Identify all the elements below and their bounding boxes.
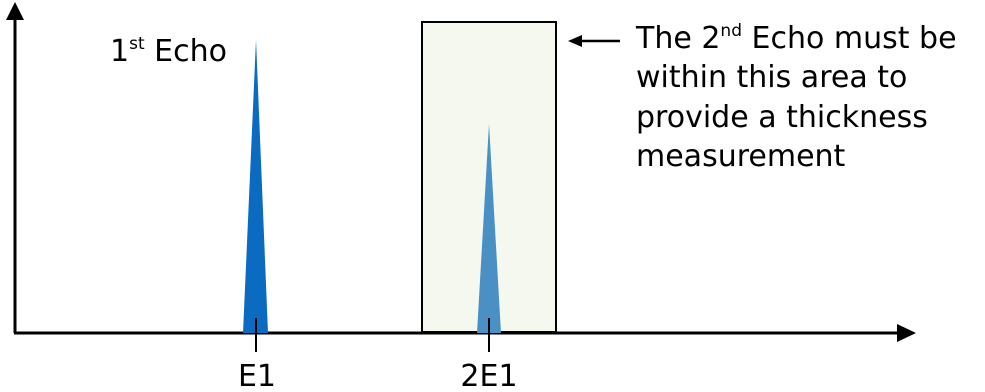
x-axis-arrowhead	[897, 324, 916, 342]
y-axis-arrowhead	[6, 2, 24, 20]
annotation-arrowhead	[568, 35, 582, 47]
first-echo-label: 1st Echo	[110, 34, 227, 69]
annotation-line-4: measurement	[636, 139, 846, 174]
annotation-line-1: The 2nd Echo must be	[635, 21, 957, 56]
first-echo-peak	[243, 40, 268, 333]
annotation-line-3: provide a thickness	[636, 100, 928, 135]
e1-axis-label: E1	[238, 359, 276, 392]
annotation-line-2: within this area to	[636, 60, 907, 95]
second-echo-peak	[477, 124, 501, 333]
2e1-axis-label: 2E1	[460, 359, 517, 392]
